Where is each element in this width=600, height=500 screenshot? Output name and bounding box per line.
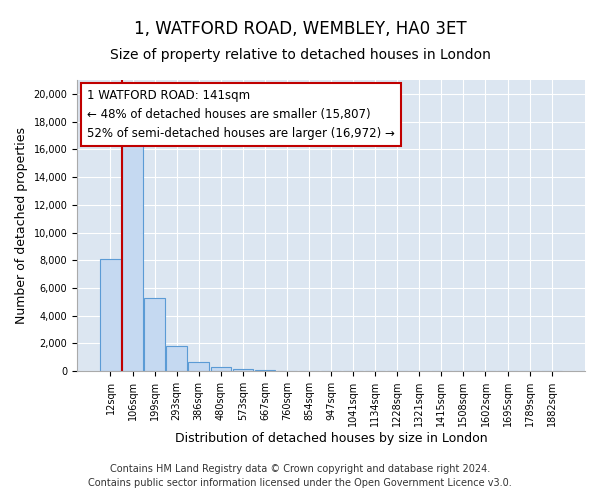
- Bar: [254, 370, 275, 371]
- X-axis label: Distribution of detached houses by size in London: Distribution of detached houses by size …: [175, 432, 487, 445]
- Bar: [211, 368, 231, 371]
- Bar: [188, 362, 209, 371]
- Bar: [166, 346, 187, 371]
- Bar: [100, 259, 121, 371]
- Text: 1 WATFORD ROAD: 141sqm
← 48% of detached houses are smaller (15,807)
52% of semi: 1 WATFORD ROAD: 141sqm ← 48% of detached…: [88, 88, 395, 140]
- Bar: [277, 370, 297, 371]
- Text: Size of property relative to detached houses in London: Size of property relative to detached ho…: [110, 48, 490, 62]
- Text: Contains HM Land Registry data © Crown copyright and database right 2024.
Contai: Contains HM Land Registry data © Crown c…: [88, 464, 512, 487]
- Y-axis label: Number of detached properties: Number of detached properties: [15, 127, 28, 324]
- Bar: [233, 369, 253, 371]
- Text: 1, WATFORD ROAD, WEMBLEY, HA0 3ET: 1, WATFORD ROAD, WEMBLEY, HA0 3ET: [134, 20, 466, 38]
- Bar: [122, 142, 143, 371]
- Bar: [145, 298, 165, 371]
